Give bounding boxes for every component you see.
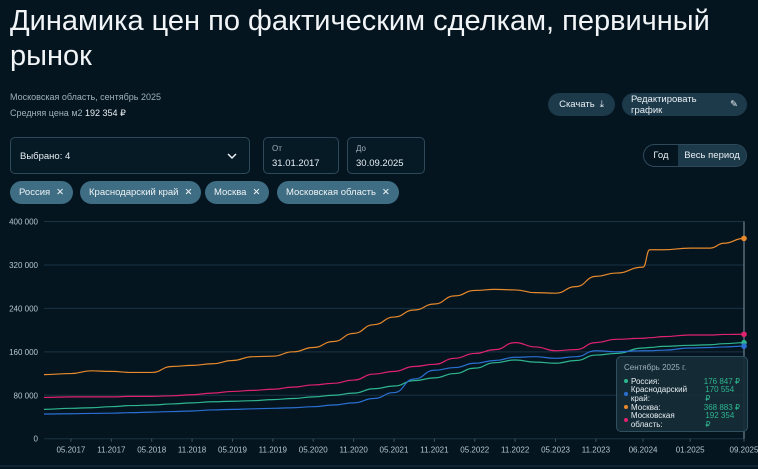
x-tick-label: 05.2018 bbox=[137, 446, 166, 455]
x-tick-label: 11.2022 bbox=[501, 446, 530, 455]
series-endpoint-0 bbox=[741, 235, 747, 242]
chip-label: Москва bbox=[214, 187, 247, 198]
tooltip-name: Россия: bbox=[631, 376, 660, 386]
chip-label: Краснодарский край bbox=[89, 187, 179, 198]
download-label: Скачать bbox=[559, 99, 595, 110]
download-button[interactable]: Скачать ⤓ bbox=[548, 93, 615, 116]
tooltip-value: 176 847 ₽ bbox=[703, 376, 740, 386]
avg-price: Средняя цена м2 192 354 ₽ bbox=[10, 108, 126, 119]
y-tick-label: 240 000 bbox=[9, 304, 38, 313]
y-tick-label: 400 000 bbox=[9, 218, 38, 227]
date-from-value: 31.01.2017 bbox=[272, 158, 320, 169]
y-tick-label: 160 000 bbox=[9, 348, 38, 357]
page-title: Динамика цен по фактическим сделкам, пер… bbox=[10, 5, 710, 72]
x-tick-label: 05.2020 bbox=[299, 446, 328, 455]
avg-price-value: 192 354 ₽ bbox=[85, 108, 126, 118]
x-tick-label: 09.2025 bbox=[730, 446, 758, 455]
x-tick-label: 01.2025 bbox=[676, 446, 705, 455]
chip-label: Московская область bbox=[286, 187, 376, 198]
series-dot-icon bbox=[624, 379, 628, 383]
x-tick-label: 11.2017 bbox=[97, 446, 126, 455]
x-tick-label: 05.2022 bbox=[460, 446, 489, 455]
series-endpoint-1 bbox=[741, 331, 747, 338]
download-icon: ⤓ bbox=[599, 99, 604, 110]
chip-krasnodar[interactable]: Краснодарский край ✕ bbox=[80, 181, 202, 204]
x-tick-label: 05.2019 bbox=[218, 446, 247, 455]
date-to-label: До bbox=[356, 144, 366, 153]
tooltip-name: Москва: bbox=[631, 402, 661, 412]
date-to-field[interactable]: До 30.09.2025 bbox=[347, 137, 425, 174]
chip-moscow-region[interactable]: Московская область ✕ bbox=[277, 181, 399, 204]
tooltip-row-moscow-region: Московская область: 192 354 ₽ bbox=[624, 411, 740, 429]
x-tick-label: 05.2023 bbox=[541, 446, 570, 455]
period-all[interactable]: Весь период bbox=[678, 145, 746, 166]
x-tick-label: 11.2018 bbox=[178, 446, 207, 455]
edit-label: Редактировать график bbox=[631, 93, 697, 116]
tooltip-row-russia: Россия: 176 847 ₽ bbox=[624, 376, 740, 386]
close-icon[interactable]: ✕ bbox=[252, 187, 261, 198]
series-line-1 bbox=[43, 333, 745, 399]
region-select-value: Выбрано: 4 bbox=[20, 151, 71, 162]
series-dot-icon bbox=[624, 405, 628, 409]
tooltip-value: 192 354 ₽ bbox=[705, 411, 735, 429]
tooltip-value: 170 554 ₽ bbox=[705, 385, 735, 403]
chip-russia[interactable]: Россия ✕ bbox=[10, 181, 74, 204]
tooltip-title: Сентябрь 2025 г. bbox=[624, 363, 687, 372]
avg-price-label: Средняя цена м2 bbox=[10, 108, 83, 118]
y-tick-label: 80 000 bbox=[14, 391, 39, 400]
date-to-value: 30.09.2025 bbox=[356, 158, 404, 169]
chevron-down-icon bbox=[227, 153, 237, 160]
x-tick-label: 05.2021 bbox=[380, 446, 409, 455]
series-endpoint-3 bbox=[741, 343, 747, 349]
date-from-field[interactable]: От 31.01.2017 bbox=[263, 137, 339, 174]
close-icon[interactable]: ✕ bbox=[184, 187, 193, 198]
x-tick-label: 06.2024 bbox=[629, 446, 658, 455]
region-subtitle: Московская область, сентябрь 2025 bbox=[10, 92, 162, 102]
x-tick-label: 11.2023 bbox=[582, 446, 611, 455]
period-toggle: Год Весь период bbox=[643, 144, 747, 167]
x-tick-label: 11.2019 bbox=[259, 446, 288, 455]
close-icon[interactable]: ✕ bbox=[56, 187, 65, 198]
series-dot-icon bbox=[624, 418, 628, 422]
chip-label: Россия bbox=[19, 187, 51, 198]
date-from-label: От bbox=[272, 144, 282, 153]
period-year[interactable]: Год bbox=[653, 150, 669, 161]
edit-chart-button[interactable]: Редактировать график ✎ bbox=[622, 93, 747, 116]
series-dot-icon bbox=[624, 392, 628, 396]
x-tick-label: 11.2021 bbox=[420, 446, 449, 455]
series-line-3 bbox=[43, 345, 745, 415]
chart-tooltip: Сентябрь 2025 г. Россия: 176 847 ₽ Красно… bbox=[616, 356, 748, 432]
y-tick-label: 320 000 bbox=[9, 261, 38, 270]
pencil-icon: ✎ bbox=[730, 99, 738, 110]
tooltip-row-moscow: Москва: 368 883 ₽ bbox=[624, 402, 740, 412]
x-tick-label: 11.2020 bbox=[339, 446, 368, 455]
region-select[interactable]: Выбрано: 4 bbox=[10, 137, 250, 174]
y-tick-label: 0 bbox=[34, 435, 39, 444]
tooltip-row-krasnodar: Краснодарский край: 170 554 ₽ bbox=[624, 385, 740, 403]
chip-moscow[interactable]: Москва ✕ bbox=[205, 181, 270, 204]
close-icon[interactable]: ✕ bbox=[381, 187, 390, 198]
series-line-2 bbox=[43, 342, 745, 410]
x-tick-label: 05.2017 bbox=[56, 446, 85, 455]
tooltip-value: 368 883 ₽ bbox=[703, 402, 740, 412]
tooltip-name: Краснодарский край: bbox=[630, 385, 688, 403]
tooltip-name: Московская область: bbox=[630, 411, 675, 429]
series-line-0 bbox=[43, 237, 745, 376]
